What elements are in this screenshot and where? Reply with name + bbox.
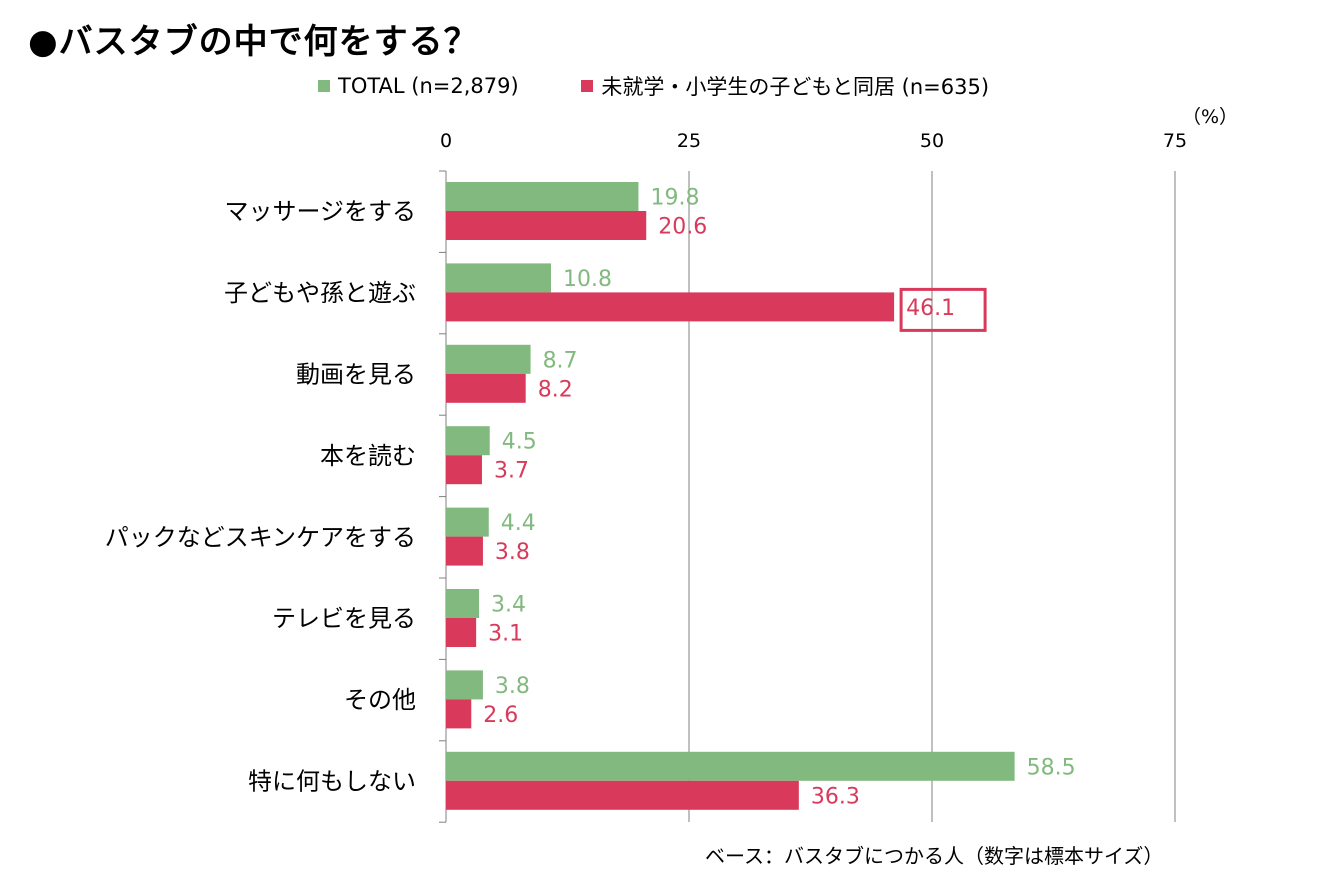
data-label-total: 58.5 <box>1027 755 1076 780</box>
category-label: 特に何もしない <box>248 768 416 796</box>
bar-young-children <box>446 292 895 322</box>
bar-total <box>446 751 1015 781</box>
data-label-total: 10.8 <box>563 267 612 292</box>
data-label-total: 8.7 <box>543 348 578 373</box>
data-label-total: 3.8 <box>495 674 530 699</box>
bar-total <box>446 670 483 700</box>
legend-item-total: TOTAL (n=2,879) <box>318 74 519 98</box>
data-label-total: 4.5 <box>502 430 537 455</box>
bar-young-children <box>446 780 799 810</box>
data-label-total: 4.4 <box>501 511 536 536</box>
bar-young-children <box>446 536 483 566</box>
data-label-young-children: 20.6 <box>658 215 707 240</box>
chart-title: ●バスタブの中で何をする？ <box>28 22 479 62</box>
bar-total <box>446 182 639 211</box>
bar-total <box>446 263 551 293</box>
x-tick-label: 50 <box>920 130 944 152</box>
data-label-total: 19.8 <box>650 186 699 211</box>
data-label-total: 3.4 <box>491 593 526 618</box>
bar-young-children <box>446 211 647 240</box>
data-label-young-children: 3.1 <box>488 622 523 647</box>
bar-young-children <box>446 373 526 403</box>
legend-label-young-children: 未就学・小学生の子どもと同居 (n=635) <box>601 75 990 99</box>
bar-total <box>446 507 489 537</box>
legend: TOTAL (n=2,879) 未就学・小学生の子どもと同居 (n=635) <box>318 71 1045 101</box>
bar-total <box>446 426 490 456</box>
data-label-young-children: 3.8 <box>495 540 530 565</box>
category-label: マッサージをする <box>224 198 416 226</box>
bar-total <box>446 344 531 374</box>
footnote: ベース：バスタブにつかる人（数字は標本サイズ） <box>705 844 1164 868</box>
category-label: 子どもや孫と遊ぶ <box>224 279 416 307</box>
data-label-young-children: 46.1 <box>906 296 955 321</box>
legend-swatch-young-children <box>581 80 594 92</box>
x-tick-label: 0 <box>440 130 452 152</box>
category-label: その他 <box>344 686 416 714</box>
category-label: パックなどスキンケアをする <box>105 523 416 551</box>
data-label-young-children: 8.2 <box>538 377 573 402</box>
category-label: 動画を見る <box>296 361 416 389</box>
category-label: テレビを見る <box>272 605 416 633</box>
data-label-young-children: 3.7 <box>494 459 529 484</box>
data-label-young-children: 36.3 <box>811 784 860 809</box>
highlight-box <box>899 287 987 332</box>
legend-label-total: TOTAL (n=2,879) <box>338 74 519 98</box>
legend-swatch-total <box>318 80 330 92</box>
unit-label: （%） <box>1182 106 1239 128</box>
x-tick-label: 75 <box>1163 130 1187 152</box>
category-label: 本を読む <box>320 442 416 470</box>
data-label-young-children: 2.6 <box>483 703 518 728</box>
bar-young-children <box>446 699 472 729</box>
bar-total <box>446 589 480 618</box>
x-tick-label: 25 <box>677 130 701 152</box>
bar-young-children <box>446 618 477 647</box>
legend-item-young-children: 未就学・小学生の子どもと同居 (n=635) <box>581 71 989 101</box>
bar-young-children <box>446 455 482 485</box>
